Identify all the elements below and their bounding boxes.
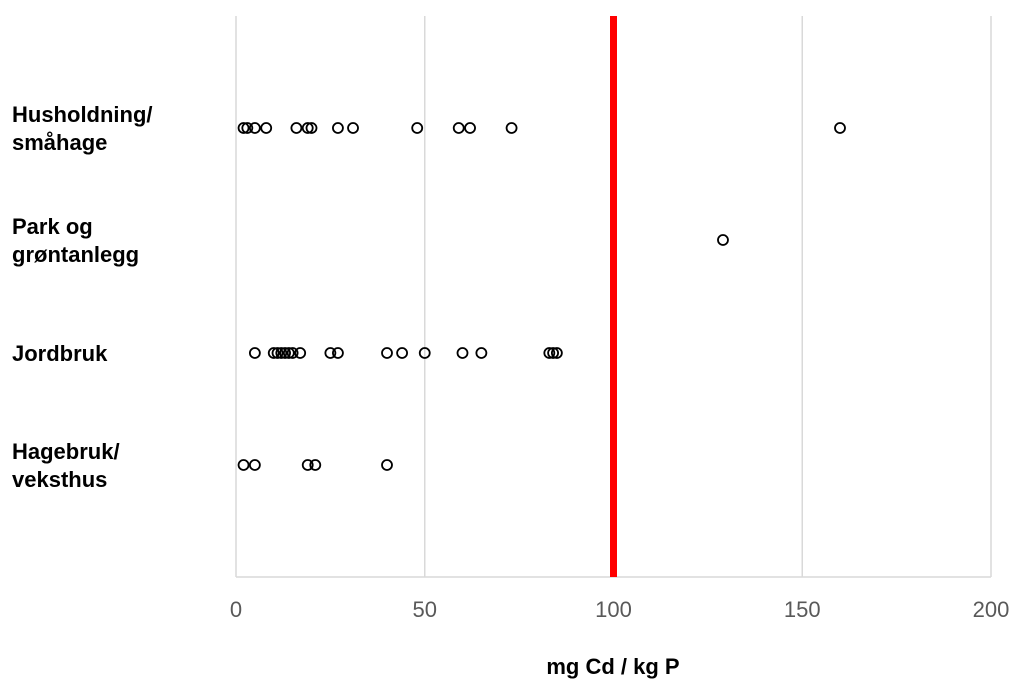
x-tick-label: 50 — [413, 597, 437, 622]
category-labels: Husholdning/småhage Park og grøntanlegg Jor… — [12, 102, 153, 492]
data-point — [294, 347, 307, 359]
data-point — [332, 122, 344, 134]
data-point — [475, 347, 488, 359]
data-point — [456, 347, 469, 359]
data-point — [381, 459, 393, 471]
data-point — [550, 347, 563, 359]
data-point — [267, 347, 280, 359]
data-point — [309, 459, 322, 471]
data-point — [248, 347, 261, 359]
data-point — [248, 122, 261, 134]
data-point — [347, 122, 359, 134]
data-point — [271, 347, 284, 359]
category-label: Park og — [12, 214, 93, 239]
data-point — [237, 122, 250, 134]
data-point — [241, 122, 254, 134]
x-tick-label: 200 — [973, 597, 1010, 622]
data-point — [286, 347, 299, 359]
category-label: Husholdning/ — [12, 102, 153, 127]
data-point — [275, 347, 288, 359]
data-point — [381, 347, 393, 359]
x-tick-label: 150 — [784, 597, 821, 622]
data-point — [305, 122, 318, 134]
category-label: veksthus — [12, 467, 107, 492]
category-label: Hagebruk/ — [12, 439, 120, 464]
category-label: grøntanlegg — [12, 242, 139, 267]
data-point — [717, 234, 729, 246]
x-tick-label: 0 — [230, 597, 242, 622]
category-label: småhage — [12, 130, 107, 155]
x-tick-labels: 0 50 100 150 200 — [230, 597, 1009, 622]
data-point — [248, 459, 261, 471]
data-point — [411, 122, 424, 134]
data-point — [279, 347, 291, 359]
data-point — [543, 347, 556, 359]
data-point — [452, 122, 465, 134]
data-point — [260, 122, 273, 134]
data-point — [547, 347, 559, 359]
data-point — [301, 459, 314, 471]
data-point — [332, 347, 344, 359]
data-point — [324, 347, 337, 359]
data-points — [237, 122, 846, 471]
data-point — [834, 122, 846, 134]
x-axis-title: mg Cd / kg P — [546, 654, 679, 679]
data-point — [282, 347, 295, 359]
data-point — [464, 122, 476, 134]
data-point — [396, 347, 409, 359]
data-point — [505, 122, 518, 134]
data-point — [237, 459, 250, 471]
data-point — [418, 347, 431, 359]
data-point — [301, 122, 314, 134]
category-label: Jordbruk — [12, 341, 108, 366]
data-point — [290, 122, 303, 134]
x-tick-label: 100 — [595, 597, 632, 622]
